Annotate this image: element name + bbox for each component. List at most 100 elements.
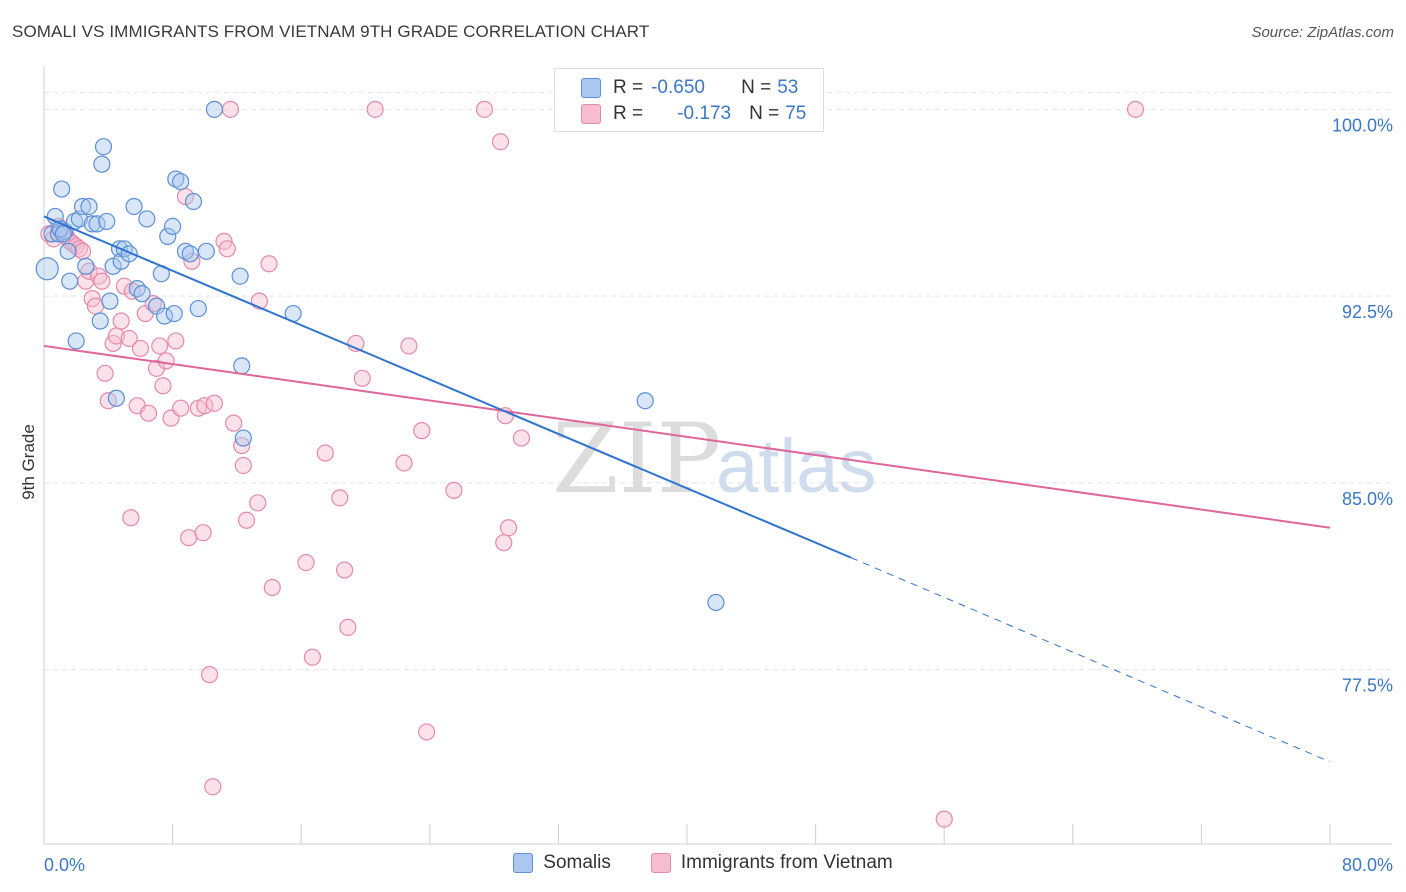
- somali-point: [189, 299, 207, 318]
- y-tick-label: 85.0%: [1342, 489, 1393, 509]
- vietnam-point: [131, 339, 150, 358]
- vietnam-r-label: R =: [613, 103, 644, 124]
- somali-point: [54, 225, 72, 243]
- somali-point: [53, 180, 71, 198]
- vietnam-point: [139, 404, 158, 422]
- tick-labels: 100.0% 92.5% 85.0% 77.5% 0.0% 80.0%: [44, 115, 1393, 875]
- legend: Somalis Immigrants from Vietnam: [0, 852, 1406, 874]
- vietnam-point: [417, 723, 436, 741]
- somali-swatch: [581, 78, 601, 98]
- vietnam-point: [249, 494, 267, 512]
- somali-point: [133, 285, 151, 303]
- vietnam-point: [73, 242, 92, 260]
- vietnam-point: [218, 240, 236, 258]
- somali-n-value: 53: [777, 77, 799, 98]
- vietnam-point: [475, 100, 494, 118]
- somali-point: [172, 172, 190, 191]
- vietnam-point: [144, 295, 162, 313]
- vietnam-point: [225, 414, 243, 432]
- vietnam-point: [366, 100, 384, 118]
- somali-point: [59, 242, 77, 260]
- vietnam-point: [200, 666, 219, 684]
- vietnam-point: [331, 489, 349, 507]
- vietnam-n-value: 75: [785, 103, 807, 124]
- somali-point: [83, 215, 101, 233]
- somali-r-label: R =: [613, 77, 644, 98]
- chart-title: SOMALI VS IMMIGRANTS FROM VIETNAM 9TH GR…: [12, 22, 650, 41]
- vietnam-swatch: [581, 104, 601, 124]
- somali-point: [184, 192, 203, 211]
- vietnam-point: [495, 534, 513, 552]
- somali-point: [707, 593, 725, 612]
- somali-point: [80, 197, 98, 216]
- somali-point: [234, 429, 252, 447]
- vietnam-point: [194, 524, 212, 542]
- vietnam-point: [112, 312, 130, 330]
- vietnam-trendline: [43, 344, 1331, 529]
- vietnam-point: [221, 100, 240, 118]
- vietnam-point: [445, 481, 463, 499]
- vietnam-point: [413, 422, 431, 440]
- x-tick-label: 0.0%: [44, 855, 85, 875]
- somali-point: [67, 332, 85, 350]
- y-tick-label: 77.5%: [1342, 676, 1393, 696]
- vietnam-point: [263, 578, 281, 597]
- vietnam-point: [86, 297, 105, 315]
- vietnam-point: [935, 810, 953, 828]
- vietnam-point: [157, 352, 175, 370]
- vietnam-point: [339, 618, 357, 636]
- vietnam-point: [196, 397, 214, 415]
- somali-n-label: N =: [741, 77, 772, 98]
- x-tick-label: 80.0%: [1342, 855, 1393, 875]
- y-tick-label: 100.0%: [1332, 115, 1393, 135]
- vietnam-point: [80, 262, 98, 280]
- vietnam-point: [260, 255, 278, 273]
- somali-point: [205, 100, 223, 118]
- somali-points: [35, 100, 725, 612]
- somali-point: [138, 210, 156, 228]
- vietnam-point: [90, 267, 108, 285]
- watermark-zip: ZIP: [552, 403, 721, 515]
- vietnam-point: [336, 561, 354, 579]
- vietnam-stats-row: R = -0.173 N = 75: [581, 101, 806, 127]
- somali-point: [101, 292, 119, 310]
- somali-point: [93, 155, 111, 173]
- somali-point: [155, 307, 174, 325]
- somali-point: [636, 392, 654, 410]
- legend-item-vietnam[interactable]: Immigrants from Vietnam: [650, 852, 893, 874]
- vietnam-point: [96, 364, 114, 382]
- vietnam-point: [205, 394, 223, 412]
- vietnam-point: [491, 133, 510, 151]
- vietnam-point: [167, 332, 185, 350]
- vietnam-point: [172, 399, 190, 417]
- vietnam-point: [353, 369, 371, 387]
- somali-trendline-extension: [850, 557, 1331, 763]
- y-tick-label: 92.5%: [1342, 302, 1393, 322]
- vietnam-point: [93, 272, 111, 290]
- vietnam-point: [237, 511, 256, 529]
- watermark-atlas: atlas: [716, 424, 877, 509]
- vietnam-n-label: N =: [749, 103, 780, 124]
- somali-point: [181, 245, 199, 263]
- legend-somali-label: Somalis: [543, 852, 611, 873]
- vietnam-point: [234, 456, 252, 475]
- vietnam-point: [122, 509, 140, 527]
- legend-item-somalis[interactable]: Somalis: [513, 852, 611, 874]
- somali-point: [197, 242, 215, 260]
- somali-point: [176, 242, 195, 260]
- vietnam-point: [154, 377, 172, 395]
- somali-point: [231, 267, 249, 285]
- vietnam-point: [151, 337, 169, 355]
- y-axis-label: 9th Grade: [19, 424, 38, 500]
- somali-point: [165, 304, 183, 323]
- source-credit: Source: ZipAtlas.com: [1251, 24, 1394, 41]
- somali-point: [107, 389, 125, 407]
- somali-point: [159, 227, 177, 245]
- somali-point: [61, 272, 79, 290]
- legend-vietnam-label: Immigrants from Vietnam: [680, 852, 893, 873]
- somali-point: [125, 197, 143, 216]
- somali-point: [35, 257, 59, 281]
- vietnam-point: [297, 553, 315, 572]
- somali-point: [73, 197, 92, 216]
